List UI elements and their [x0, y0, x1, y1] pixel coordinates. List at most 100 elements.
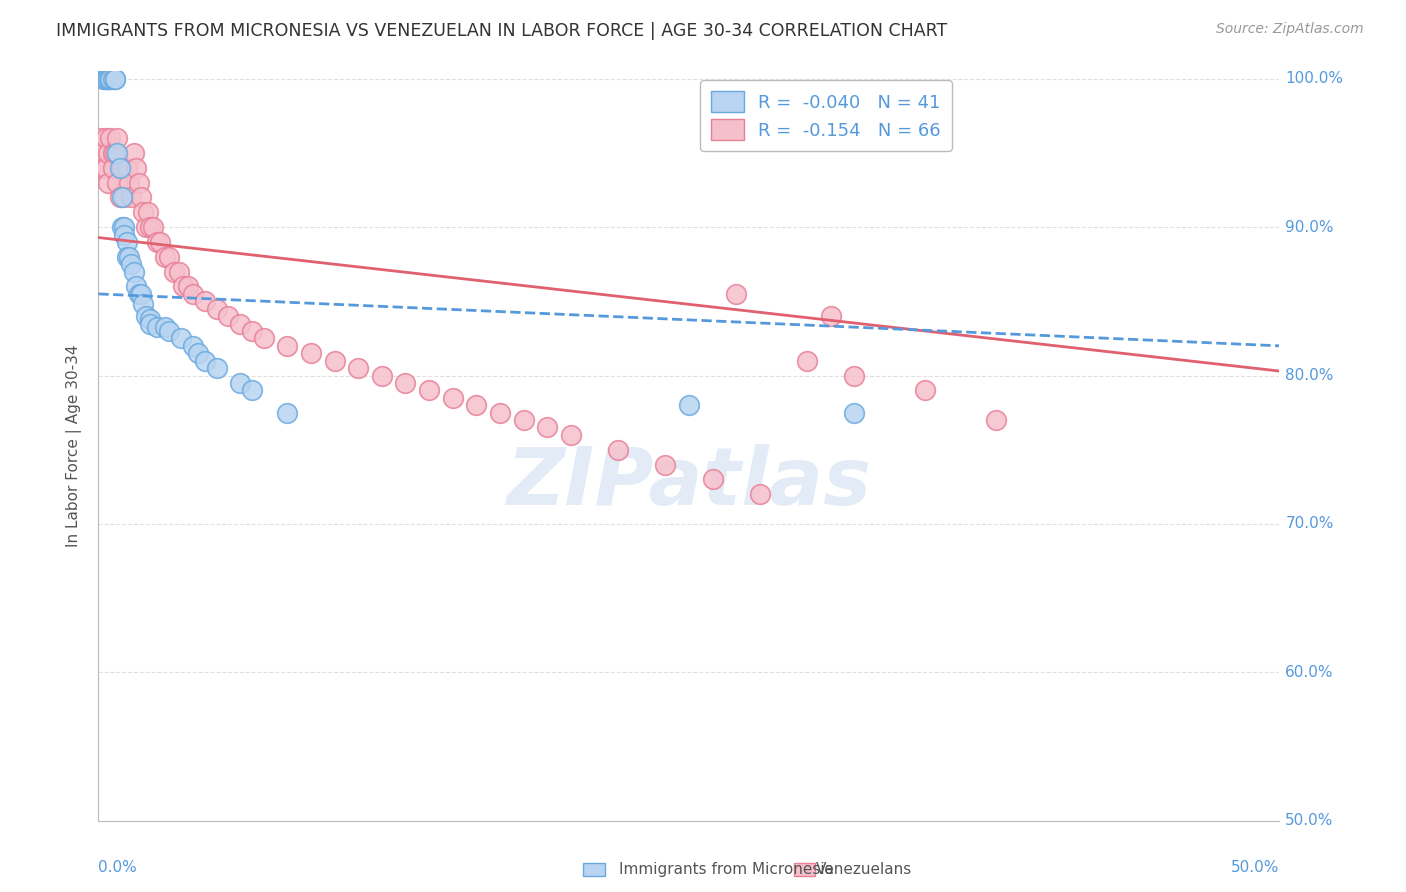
Legend: R =  -0.040   N = 41, R =  -0.154   N = 66: R = -0.040 N = 41, R = -0.154 N = 66: [700, 80, 952, 151]
Point: [135, 220, 157, 235]
Point: [187, 346, 209, 360]
Point: [135, 309, 157, 323]
Point: [108, 190, 131, 204]
Point: [229, 317, 252, 331]
Point: [139, 317, 162, 331]
Point: [181, 287, 204, 301]
Point: [205, 361, 228, 376]
Point: [121, 257, 143, 271]
Point: [167, 265, 190, 279]
Point: [153, 250, 176, 264]
Point: [205, 301, 228, 316]
Point: [118, 176, 141, 190]
Point: [108, 161, 131, 175]
Point: [94, 71, 117, 86]
Point: [111, 161, 134, 175]
Point: [125, 161, 148, 175]
Text: 50.0%: 50.0%: [1285, 814, 1334, 828]
Point: [139, 220, 162, 235]
Point: [441, 391, 464, 405]
Point: [112, 220, 135, 235]
Point: [146, 235, 169, 249]
Point: [101, 145, 124, 160]
Text: 70.0%: 70.0%: [1285, 516, 1334, 532]
Point: [142, 220, 165, 235]
Text: 0.0%: 0.0%: [98, 860, 138, 874]
Point: [121, 190, 143, 204]
Point: [163, 265, 186, 279]
Point: [128, 287, 150, 301]
Point: [128, 176, 150, 190]
Point: [115, 235, 138, 249]
Point: [217, 309, 239, 323]
Text: 50.0%: 50.0%: [1232, 860, 1279, 874]
Point: [125, 279, 148, 293]
Text: ZIPatlas: ZIPatlas: [506, 444, 872, 523]
Point: [512, 413, 534, 427]
Point: [240, 384, 263, 398]
Point: [702, 472, 724, 486]
Point: [465, 398, 488, 412]
Text: Immigrants from Micronesia: Immigrants from Micronesia: [619, 863, 834, 877]
Point: [115, 161, 138, 175]
Point: [104, 145, 127, 160]
Point: [90, 131, 112, 145]
Point: [194, 353, 217, 368]
Point: [101, 71, 124, 86]
Point: [153, 319, 176, 334]
Point: [157, 324, 180, 338]
Point: [97, 176, 120, 190]
Point: [654, 458, 676, 472]
Point: [139, 312, 162, 326]
Point: [111, 190, 134, 204]
Point: [136, 205, 159, 219]
Point: [122, 145, 145, 160]
Point: [844, 406, 866, 420]
Point: [820, 309, 842, 323]
Point: [111, 220, 134, 235]
Point: [105, 131, 128, 145]
Point: [560, 428, 582, 442]
Point: [149, 235, 172, 249]
Point: [91, 145, 114, 160]
Point: [98, 131, 121, 145]
Point: [94, 131, 117, 145]
Point: [678, 398, 700, 412]
Point: [105, 176, 128, 190]
Point: [101, 161, 124, 175]
Point: [98, 71, 121, 86]
Point: [394, 376, 416, 390]
Point: [536, 420, 558, 434]
Point: [118, 250, 141, 264]
Point: [418, 384, 440, 398]
Point: [607, 442, 630, 457]
Point: [112, 227, 135, 242]
Point: [97, 71, 120, 86]
Y-axis label: In Labor Force | Age 30-34: In Labor Force | Age 30-34: [66, 344, 83, 548]
Point: [229, 376, 252, 390]
Point: [129, 190, 152, 204]
Point: [104, 71, 127, 86]
Point: [914, 384, 936, 398]
Point: [276, 406, 298, 420]
Point: [194, 294, 217, 309]
Point: [104, 71, 127, 86]
Point: [240, 324, 263, 338]
Point: [984, 413, 1007, 427]
Point: [132, 297, 155, 311]
Point: [725, 287, 748, 301]
Point: [299, 346, 322, 360]
Text: Source: ZipAtlas.com: Source: ZipAtlas.com: [1216, 22, 1364, 37]
Point: [172, 279, 194, 293]
Point: [181, 339, 204, 353]
Text: 80.0%: 80.0%: [1285, 368, 1334, 383]
Point: [844, 368, 866, 383]
Text: 100.0%: 100.0%: [1285, 71, 1343, 87]
Point: [129, 287, 152, 301]
Text: 60.0%: 60.0%: [1285, 665, 1334, 680]
Point: [91, 161, 114, 175]
Point: [115, 250, 138, 264]
Point: [97, 71, 120, 86]
Point: [97, 145, 120, 160]
Point: [177, 279, 200, 293]
